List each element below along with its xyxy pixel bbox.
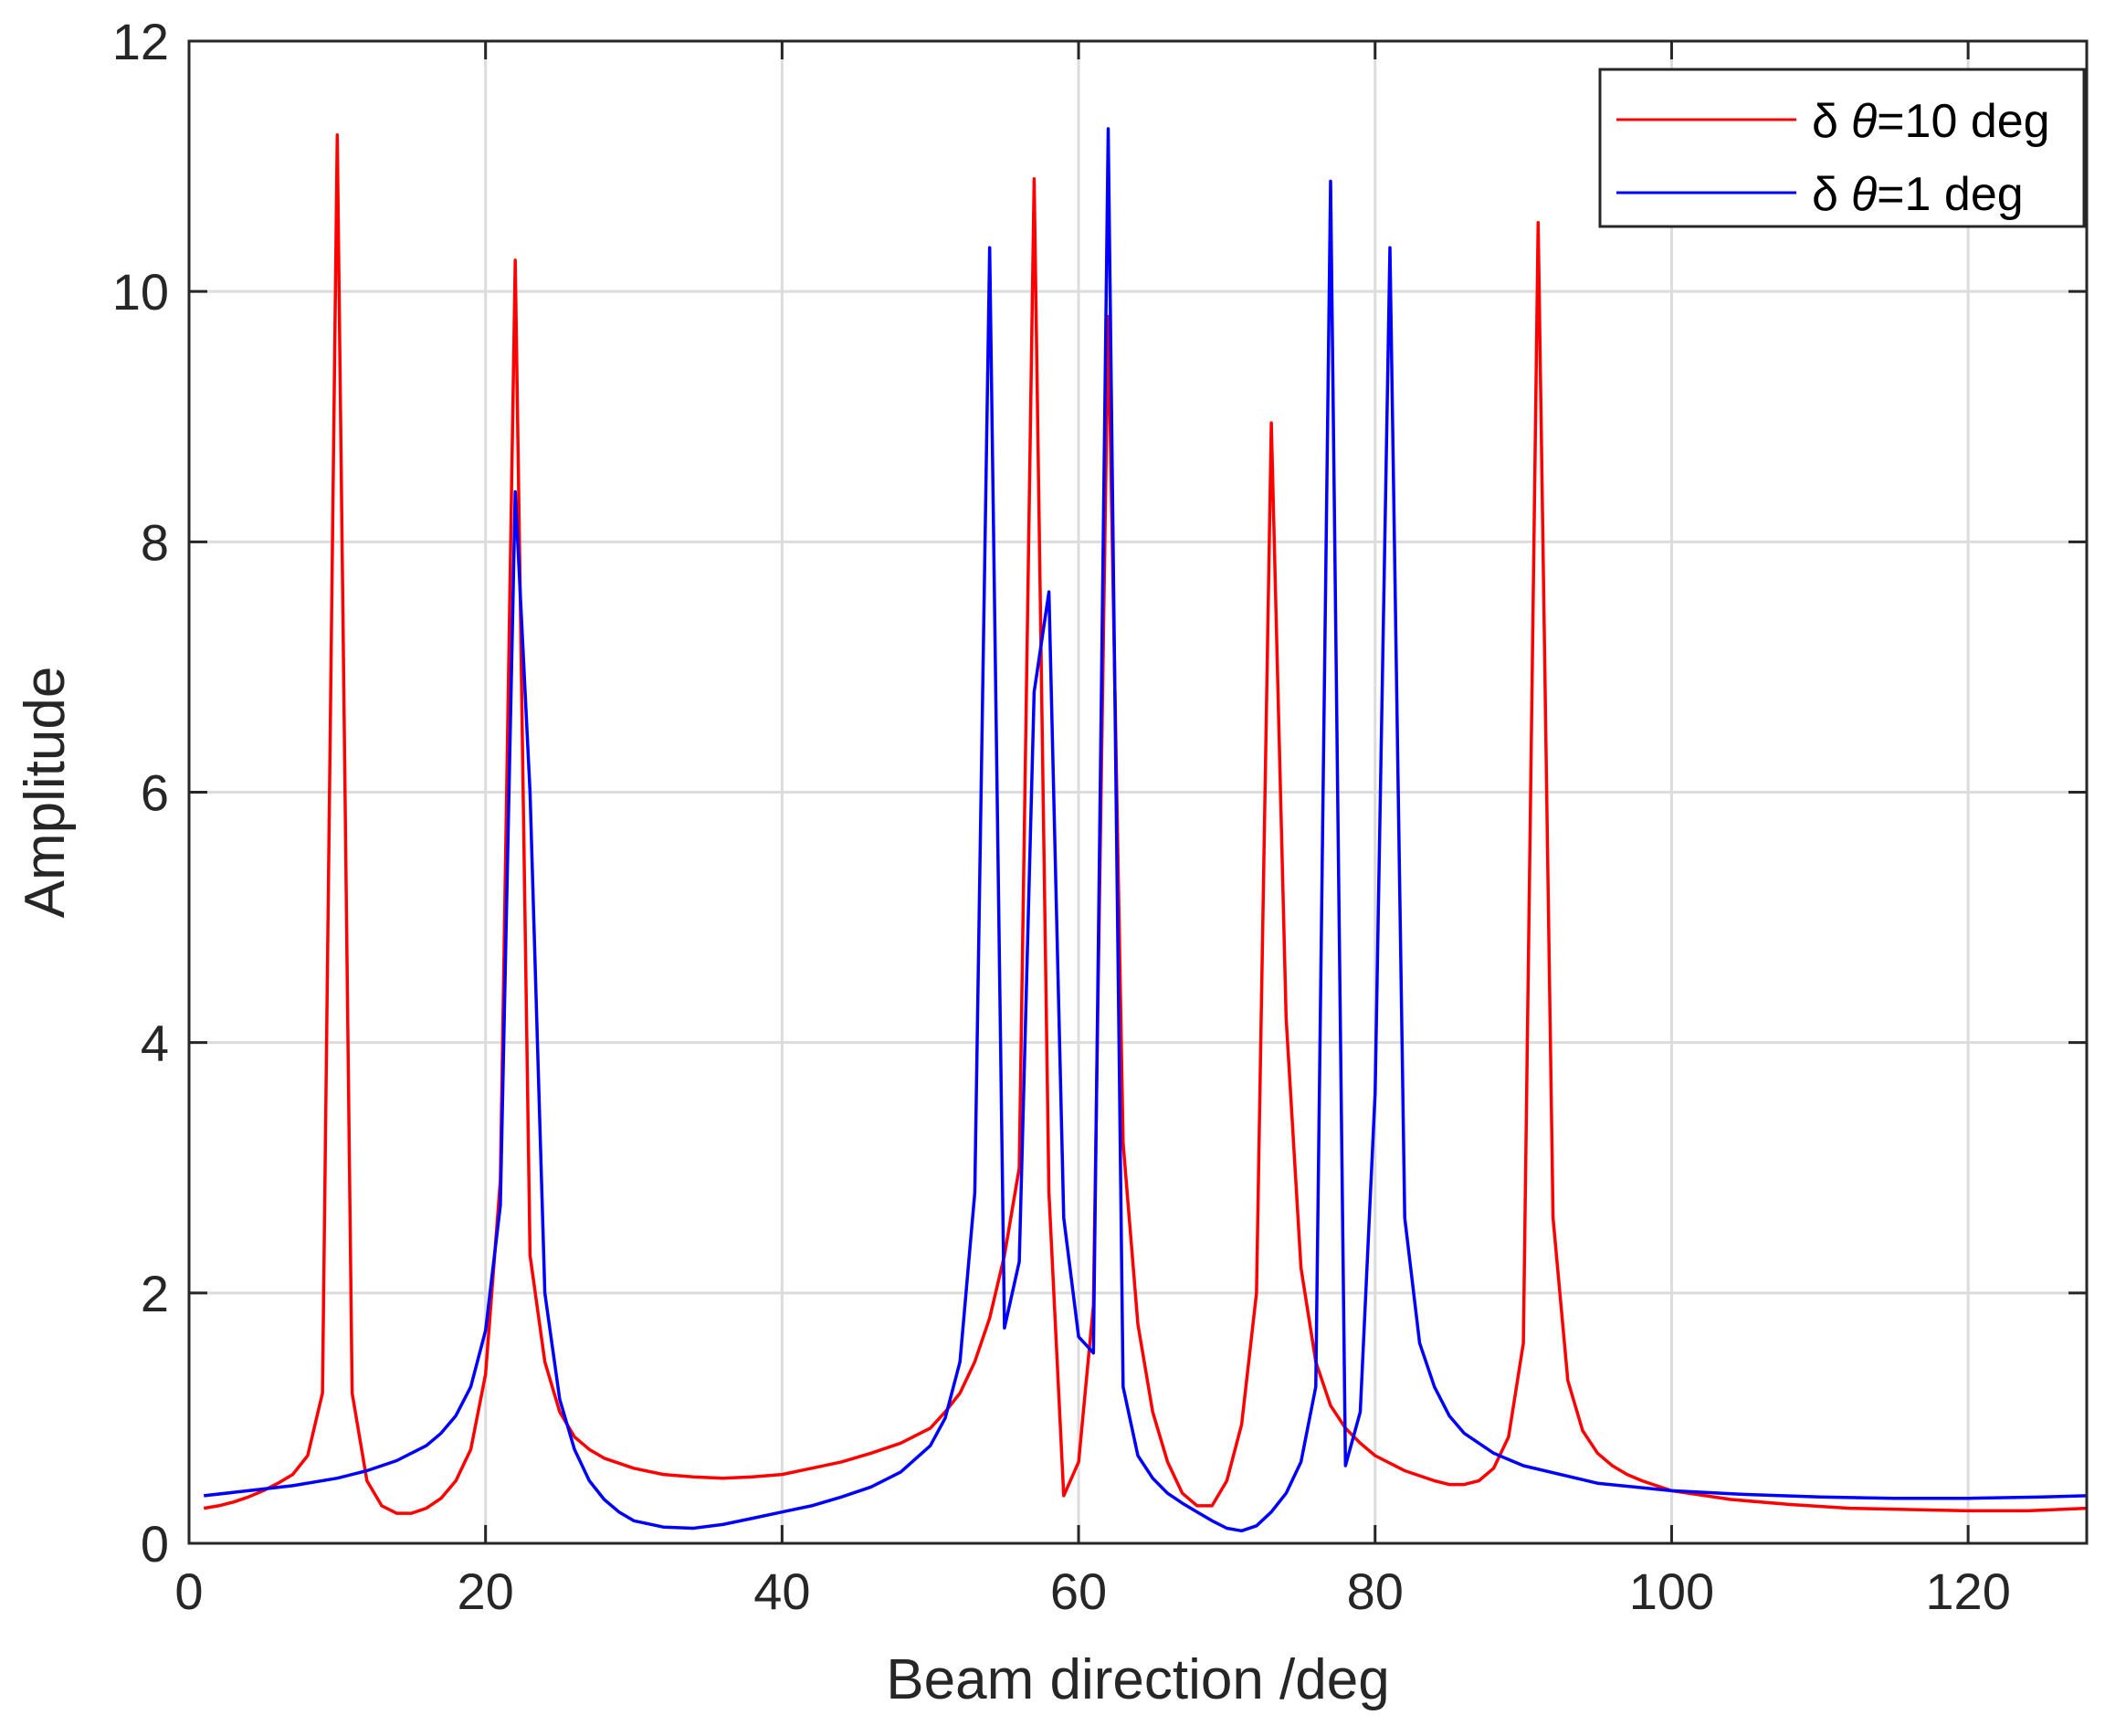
x-tick-label: 0 [174, 1562, 203, 1620]
legend: δ θ=10 deg δ θ=1 deg [1598, 68, 2086, 228]
legend-delta-symbol: δ [1812, 168, 1838, 221]
y-axis-ticks: 0 2 4 6 8 10 12 [112, 13, 2087, 1573]
legend-label-series-2: δ θ=1 deg [1812, 168, 2024, 221]
y-tick-label: 10 [112, 263, 169, 321]
x-tick-label: 100 [1629, 1562, 1714, 1620]
legend-value-text: =10 deg [1877, 95, 2049, 148]
legend-label-series-1: δ θ=10 deg [1812, 95, 2050, 148]
x-tick-label: 20 [458, 1562, 514, 1620]
x-axis-title: Beam direction /deg [886, 1648, 1389, 1711]
legend-theta-symbol: θ [1851, 95, 1877, 148]
y-tick-label: 6 [141, 764, 169, 822]
y-tick-label: 0 [141, 1515, 169, 1573]
legend-delta-symbol: δ [1812, 95, 1838, 148]
x-tick-label: 120 [1925, 1562, 2010, 1620]
series-line-1 [203, 133, 2088, 1515]
x-tick-label: 60 [1050, 1562, 1107, 1620]
x-tick-label: 40 [753, 1562, 810, 1620]
y-axis-title: Amplitude [14, 667, 77, 919]
legend-value-text: =1 deg [1877, 168, 2024, 221]
legend-theta-symbol: θ [1851, 168, 1877, 221]
series-layer [203, 127, 2088, 1533]
legend-box [1598, 68, 2086, 228]
y-tick-label: 4 [141, 1015, 169, 1072]
y-tick-label: 8 [141, 513, 169, 571]
series-line-2 [204, 127, 2088, 1533]
y-tick-label: 12 [112, 13, 169, 70]
y-tick-label: 2 [141, 1265, 169, 1322]
x-axis-ticks: 0 20 40 60 80 100 120 [174, 41, 2011, 1620]
x-tick-label: 80 [1347, 1562, 1404, 1620]
